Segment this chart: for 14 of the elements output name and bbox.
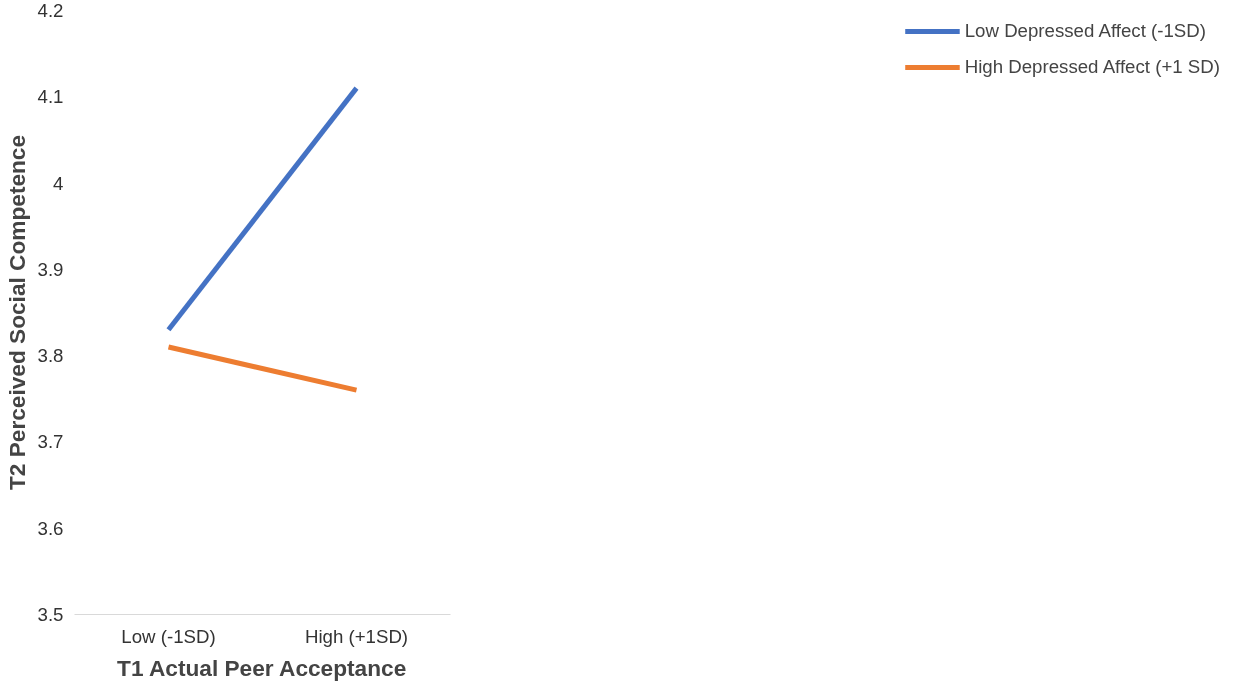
- y-tick-label: 3.9: [37, 258, 64, 280]
- y-axis-title: T2 Perceived Social Competence: [3, 134, 30, 491]
- y-tick-label: 3.5: [37, 604, 64, 625]
- x-tick-label: Low (-1SD): [121, 625, 216, 647]
- y-tick-label: 4: [53, 172, 64, 194]
- y-tick-label: 3.6: [37, 517, 64, 539]
- y-tick-label: 3.7: [37, 431, 64, 453]
- y-tick-label: 4.2: [37, 0, 64, 21]
- y-tick-label: 3.8: [37, 345, 64, 367]
- x-axis-title: T1 Actual Peer Acceptance: [117, 654, 407, 681]
- legend-label: High Depressed Affect (+1 SD): [964, 56, 1220, 78]
- y-tick-label: 4.1: [37, 86, 64, 108]
- x-tick-label: High (+1SD): [304, 625, 409, 647]
- legend-label: Low Depressed Affect (-1SD): [964, 20, 1206, 42]
